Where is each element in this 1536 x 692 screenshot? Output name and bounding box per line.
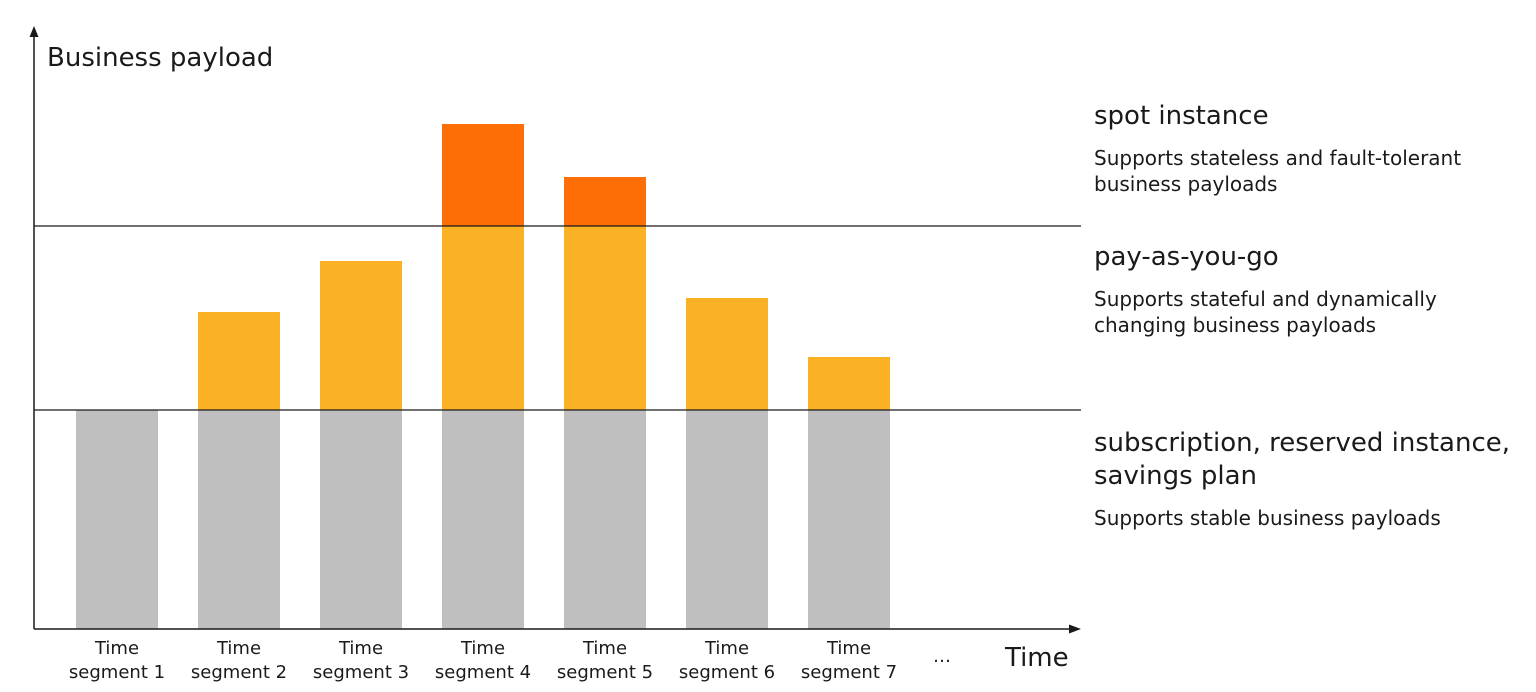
bar-payg-5 bbox=[564, 226, 646, 410]
bar-payg-6 bbox=[686, 298, 768, 410]
tier-subscription-description: Supports stable business payloads bbox=[1094, 506, 1441, 530]
tier-subscription: subscription, reserved instance, savings… bbox=[1094, 427, 1524, 531]
tier-payg: pay-as-you-go Supports stateful and dyna… bbox=[1094, 241, 1524, 338]
bars-layer bbox=[76, 124, 890, 629]
tier-payg-description: Supports stateful and dynamically changi… bbox=[1094, 287, 1437, 337]
bar-spot-4 bbox=[442, 124, 524, 226]
bar-spot-5 bbox=[564, 177, 646, 226]
bar-stable-3 bbox=[320, 410, 402, 629]
axes: Business payload Time … bbox=[29, 26, 1081, 673]
x-tick-label-7: Time segment 7 bbox=[801, 638, 897, 683]
bar-stable-5 bbox=[564, 410, 646, 629]
bar-stable-1 bbox=[76, 410, 158, 629]
tier-spot-description: Supports stateless and fault-tolerant bu… bbox=[1094, 146, 1462, 196]
threshold-lines bbox=[34, 225, 1081, 411]
tier-subscription-title: subscription, reserved instance, savings… bbox=[1094, 428, 1511, 491]
x-tick-label-4: Time segment 4 bbox=[435, 638, 531, 683]
x-tick-label-6: Time segment 6 bbox=[679, 638, 775, 683]
bar-payg-4 bbox=[442, 226, 524, 410]
tier-payg-title: pay-as-you-go bbox=[1094, 242, 1279, 272]
bar-stable-4 bbox=[442, 410, 524, 629]
y-axis-arrow-icon bbox=[29, 26, 39, 37]
tier-spot-title: spot instance bbox=[1094, 101, 1269, 131]
x-axis-ellipsis: … bbox=[933, 646, 951, 667]
x-axis-title: Time bbox=[1004, 643, 1069, 673]
x-tick-labels: Time segment 1 Time segment 2 Time segment 3 T… bbox=[69, 638, 897, 683]
x-tick-label-3: Time segment 3 bbox=[313, 638, 409, 683]
x-axis-arrow-icon bbox=[1069, 624, 1081, 634]
tier-spot: spot instance Supports stateless and fau… bbox=[1094, 100, 1524, 197]
bar-stable-2 bbox=[198, 410, 280, 629]
y-axis-title: Business payload bbox=[47, 43, 273, 73]
x-tick-label-5: Time segment 5 bbox=[557, 638, 653, 683]
bar-payg-3 bbox=[320, 261, 402, 410]
bar-stable-6 bbox=[686, 410, 768, 629]
bar-payg-2 bbox=[198, 312, 280, 410]
bar-payg-7 bbox=[808, 357, 890, 410]
x-tick-label-2: Time segment 2 bbox=[191, 638, 287, 683]
bar-stable-7 bbox=[808, 410, 890, 629]
x-tick-label-1: Time segment 1 bbox=[69, 638, 165, 683]
